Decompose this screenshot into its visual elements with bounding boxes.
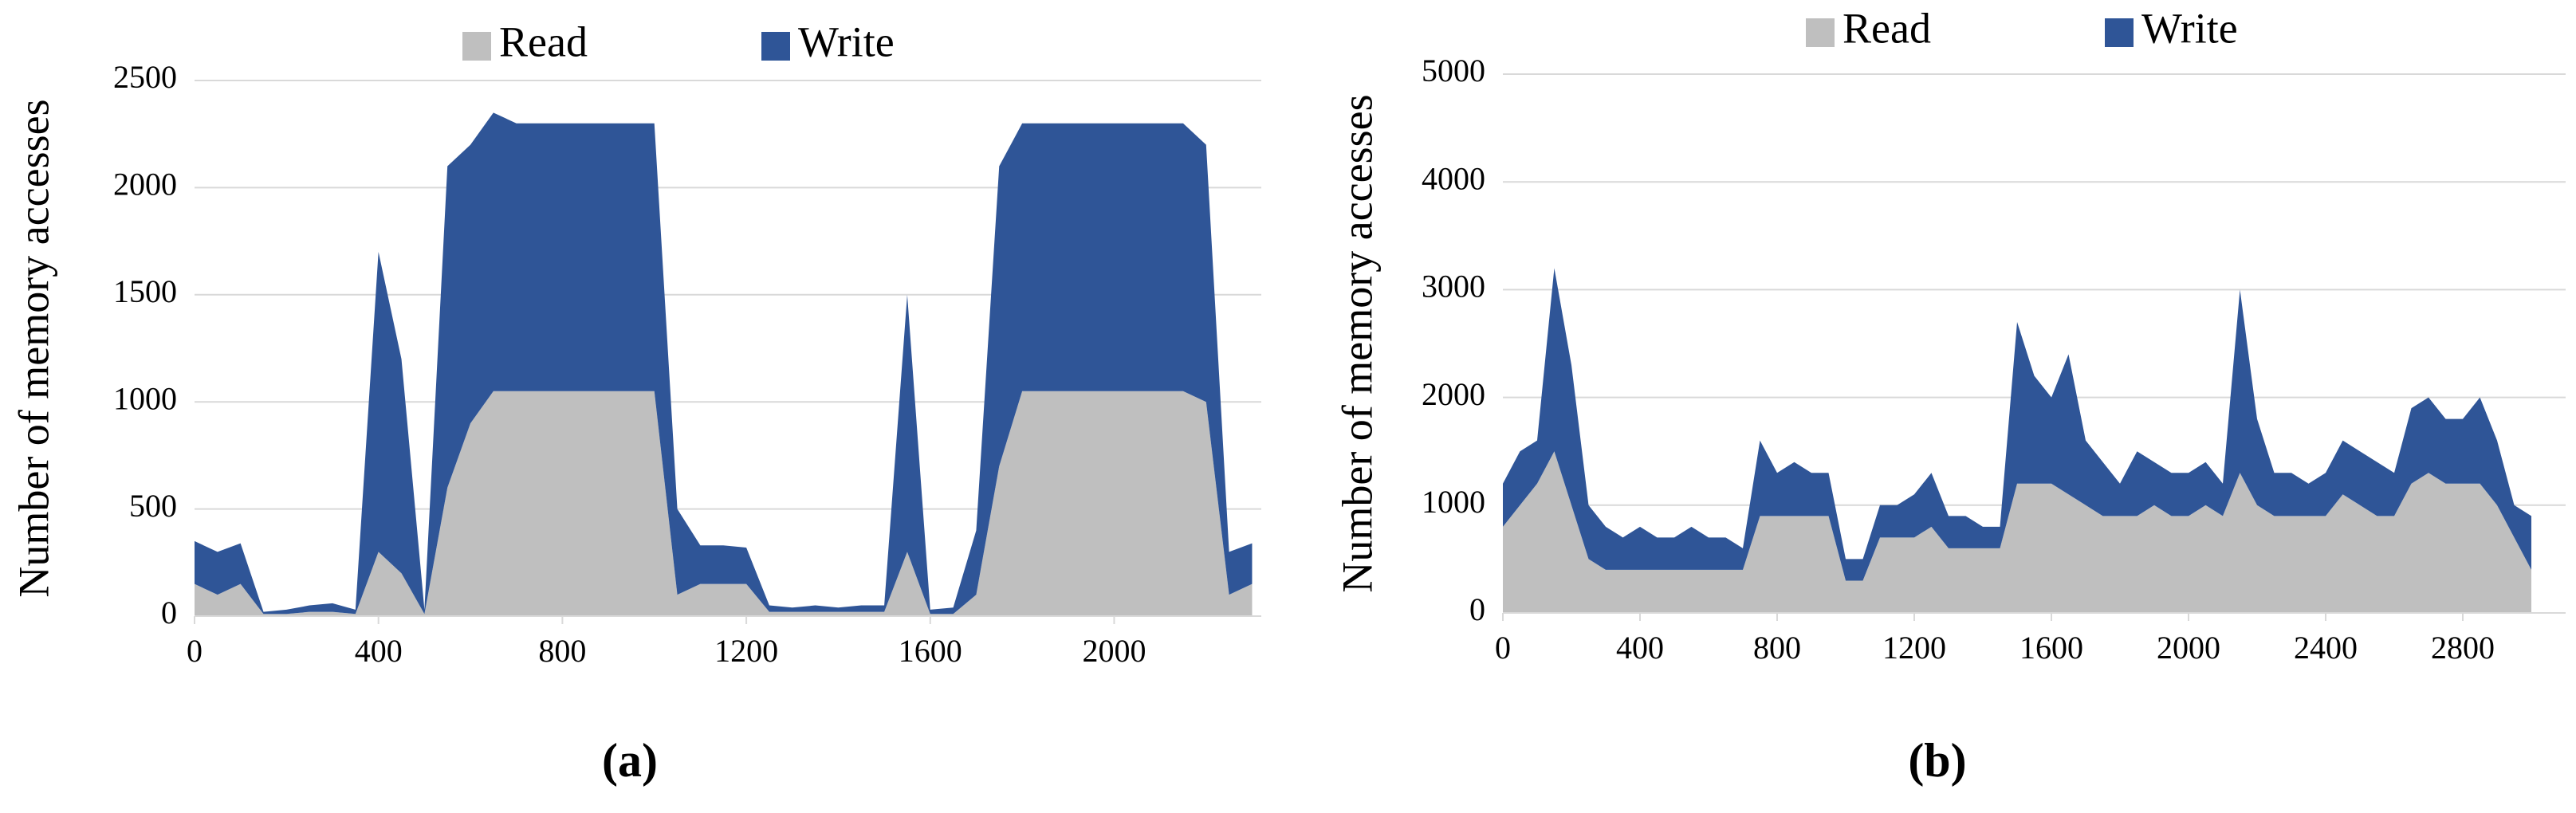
x-tick-label: 800	[538, 633, 586, 669]
x-tick-label: 0	[1495, 630, 1511, 666]
y-tick-label: 2000	[1422, 376, 1485, 412]
y-tick-label: 2000	[113, 167, 177, 202]
y-tick-label: 1000	[113, 380, 177, 416]
legend-label: Read	[499, 18, 588, 65]
panel-caption: (b)	[1908, 734, 1966, 787]
x-tick-label: 400	[355, 633, 403, 669]
legend-swatch	[2105, 18, 2134, 47]
y-tick-label: 5000	[1422, 53, 1485, 88]
legend-label: Write	[2141, 4, 2238, 52]
area-write	[195, 112, 1253, 615]
legend-swatch	[1806, 18, 1835, 47]
y-tick-label: 1500	[113, 273, 177, 309]
panel-caption: (a)	[602, 734, 658, 787]
x-tick-label: 2400	[2294, 630, 2358, 666]
x-tick-label: 2000	[2157, 630, 2220, 666]
x-tick-label: 800	[1753, 630, 1801, 666]
y-axis-label: Number of memory accesses	[1333, 94, 1381, 592]
x-tick-label: 1200	[1882, 630, 1946, 666]
y-tick-label: 1000	[1422, 484, 1485, 520]
x-tick-label: 400	[1616, 630, 1664, 666]
area-write	[1503, 268, 2531, 581]
x-tick-label: 1600	[2020, 630, 2083, 666]
legend-swatch	[462, 32, 491, 61]
legend-label: Write	[798, 18, 895, 65]
area-read	[1503, 451, 2531, 613]
x-tick-label: 1600	[899, 633, 962, 669]
x-tick-label: 0	[187, 633, 203, 669]
area-read	[195, 391, 1253, 616]
x-tick-label: 1200	[714, 633, 778, 669]
y-tick-label: 0	[1469, 591, 1485, 627]
y-tick-label: 2500	[113, 59, 177, 95]
legend-swatch	[761, 32, 790, 61]
legend-label: Read	[1843, 4, 1931, 52]
x-tick-label: 2000	[1082, 633, 1146, 669]
x-tick-label: 2800	[2431, 630, 2495, 666]
y-tick-label: 0	[161, 595, 177, 630]
y-axis-label: Number of memory accesses	[10, 99, 57, 597]
y-tick-label: 500	[129, 488, 177, 524]
y-tick-label: 4000	[1422, 160, 1485, 196]
y-tick-label: 3000	[1422, 269, 1485, 304]
